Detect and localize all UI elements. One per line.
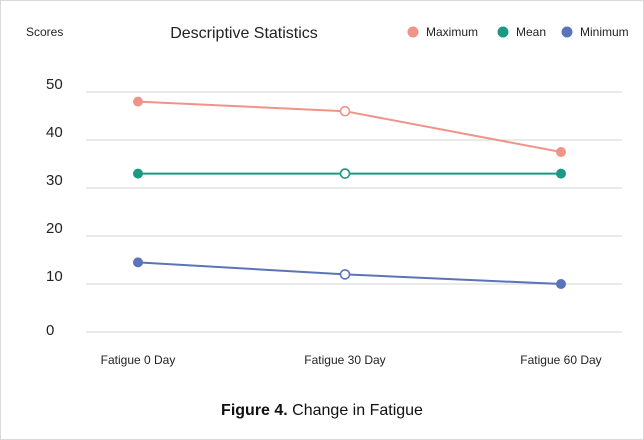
data-point [133,257,143,268]
data-point [133,96,143,107]
data-point [556,279,566,289]
legend-item-maximum: Maximum [407,25,478,39]
data-point [339,168,351,179]
data-point [339,269,351,280]
y-tick-label: 30 [46,172,63,189]
data-point [556,147,566,157]
y-tick-label: 50 [46,76,63,93]
legend-marker [561,26,573,38]
caption-label: Figure 4. [221,402,288,419]
y-tick-label: 20 [46,220,63,237]
series-minimum [133,257,566,289]
series-maximum [133,96,566,157]
x-tick-label: Fatigue 60 Day [520,353,601,367]
data-point [339,105,351,117]
chart-title: Descriptive Statistics [170,25,318,42]
legend-label: Maximum [426,25,478,39]
legend-label: Mean [516,25,546,39]
series-mean [133,168,566,179]
x-tick-label: Fatigue 0 Day [101,353,176,367]
figure-caption: Figure 4. Change in Fatigue [221,402,423,419]
legend-item-mean: Mean [497,25,546,39]
y-tick-label: 10 [46,268,63,285]
legend-marker [497,26,509,38]
y-tick-label: 40 [46,124,63,141]
data-point [556,168,566,179]
y-axis-label: Scores [26,25,63,39]
grid [86,91,622,333]
legend-label: Minimum [580,25,629,39]
legend-item-minimum: Minimum [561,25,629,39]
y-axis-ticks: 0 10 20 30 40 50 [46,76,63,339]
caption-text: Change in Fatigue [288,402,423,419]
legend: Maximum Mean Minimum [407,25,629,39]
data-point [133,168,143,179]
x-axis-ticks: Fatigue 0 Day Fatigue 30 Day Fatigue 60 Da… [101,353,602,367]
legend-marker [407,26,419,38]
y-tick-label: 0 [46,322,54,339]
x-tick-label: Fatigue 30 Day [304,353,385,367]
series-group [133,96,566,289]
